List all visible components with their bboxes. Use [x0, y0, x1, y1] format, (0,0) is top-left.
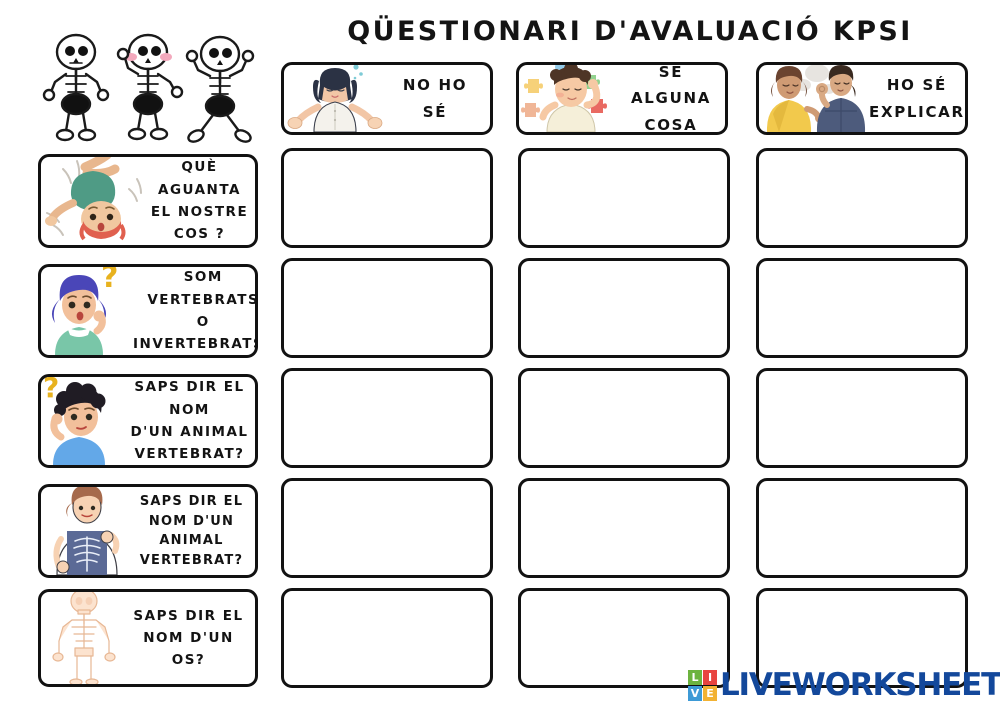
answer-cell-r4c1[interactable] [281, 478, 493, 578]
curly-boy-thinking-icon: ? [41, 377, 129, 465]
logo-tile-l: L [688, 669, 702, 685]
row-label-saps-dir-nom-animal-vertebrat-1: ? SA [38, 374, 258, 468]
row-label-saps-dir-nom-animal-vertebrat-2: SAPS DIR EL NOM D'UN ANIMAL VERTEBRAT? [38, 484, 258, 578]
answer-cell-r1c1[interactable] [281, 148, 493, 248]
two-women-talking-icon [759, 65, 869, 132]
column-header-ho-se-explicar: HO SÉ EXPLICAR [756, 62, 968, 135]
answer-cell-r5c1[interactable] [281, 588, 493, 688]
answer-cell-r4c3[interactable] [756, 478, 968, 578]
column-header-label: NO HO SÉ [402, 76, 468, 121]
answer-cell-r2c2[interactable] [518, 258, 730, 358]
row-label-text: SAPS DIR EL NOM D'UN OS? [133, 607, 244, 669]
answer-cell-r2c3[interactable] [756, 258, 968, 358]
logo-tile-i: I [703, 669, 717, 685]
boy-holding-xray-icon [41, 487, 133, 575]
child-cartwheel-icon [41, 157, 149, 245]
row-label-text: SAPS DIR EL NOM D'UN ANIMAL VERTEBRAT? [139, 494, 244, 568]
row-label-saps-dir-nom-dun-os: SAPS DIR EL NOM D'UN OS? [38, 589, 258, 687]
svg-text:?: ? [101, 264, 118, 295]
liveworksheets-watermark: L I V E LIVEWORKSHEETS [688, 666, 1000, 704]
answer-cell-r2c1[interactable] [281, 258, 493, 358]
row-label-text: SOM VERTEBRATS O INVERTEBRATS? [133, 269, 258, 353]
boy-with-puzzle-pieces-icon [519, 65, 623, 132]
answer-cell-r3c3[interactable] [756, 368, 968, 468]
girl-thinking-question-icon: ? [41, 267, 133, 355]
page-title: QÜESTIONARI D'AVALUACIÓ KPSI [347, 16, 913, 47]
column-header-label: SÉ ALGUNA COSA [630, 63, 712, 134]
liveworksheets-logo-icon: L I V E [688, 669, 717, 701]
answer-cell-r5c3[interactable] [756, 588, 968, 688]
answer-cell-r1c2[interactable] [518, 148, 730, 248]
row-label-que-aguanta-el-nostre-cos: QUÈ AGUANTA EL NOSTRE COS ? [38, 154, 258, 248]
row-label-som-vertebrats-o-invertebrats: ? SOM VERTEBRATS O [38, 264, 258, 358]
answer-cell-r4c2[interactable] [518, 478, 730, 578]
answer-cell-r3c1[interactable] [281, 368, 493, 468]
row-label-text: SAPS DIR EL NOM D'UN ANIMAL VERTEBRAT? [130, 379, 249, 463]
column-header-label: HO SÉ EXPLICAR [869, 76, 965, 121]
logo-tile-v: V [688, 685, 702, 701]
column-header-no-ho-se: NO HO SÉ [281, 62, 493, 135]
row-label-text: QUÈ AGUANTA EL NOSTRE COS ? [150, 159, 249, 243]
dancing-skeletons-icon [22, 28, 272, 146]
answer-cell-r3c2[interactable] [518, 368, 730, 468]
girl-shrugging-icon [284, 65, 386, 132]
answer-cell-r1c3[interactable] [756, 148, 968, 248]
svg-text:?: ? [43, 374, 59, 404]
column-header-se-alguna-cosa: SÉ ALGUNA COSA [516, 62, 728, 135]
logo-tile-e: E [703, 685, 717, 701]
watermark-word: LIVEWORKSHEETS [720, 666, 1000, 703]
skeleton-body-icon [41, 592, 127, 684]
